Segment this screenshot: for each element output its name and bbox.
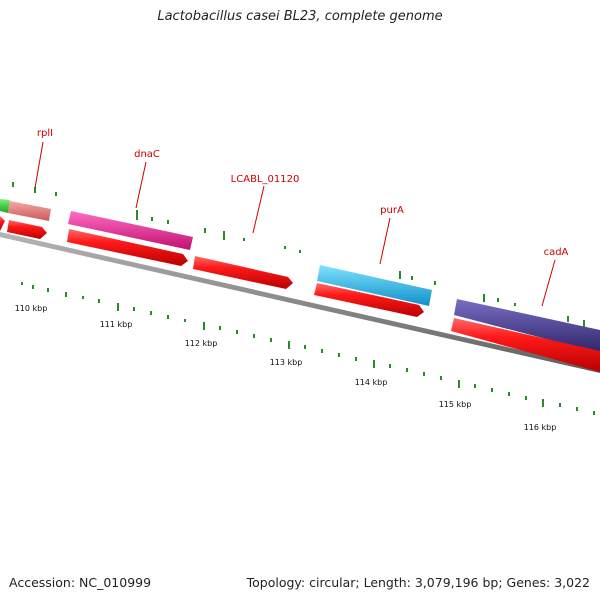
cds-arrow[interactable] bbox=[314, 283, 424, 317]
cds-arrow[interactable] bbox=[193, 256, 293, 289]
map-title: Lactobacillus casei BL23, complete genom… bbox=[157, 9, 443, 24]
gene-callout-lines bbox=[34, 141, 556, 307]
gene-label-dnaC: dnaC bbox=[134, 149, 160, 160]
gene-purA[interactable] bbox=[317, 265, 432, 306]
scale-label-114kbp: 114 kbp bbox=[355, 378, 388, 387]
cds-arrow[interactable] bbox=[0, 216, 5, 231]
gene-rplI[interactable] bbox=[8, 201, 51, 221]
gene-label-purA: purA bbox=[380, 205, 404, 216]
gene-cadA[interactable] bbox=[454, 299, 600, 353]
genome-backbone bbox=[0, 232, 600, 373]
scale-label-112kbp: 112 kbp bbox=[185, 339, 218, 348]
gene-label-rplI: rplI bbox=[37, 128, 53, 139]
scale-label-116kbp: 116 kbp bbox=[524, 423, 557, 432]
gene-label-LCABL-01120: LCABL_01120 bbox=[231, 174, 300, 185]
scale-label-113kbp: 113 kbp bbox=[270, 358, 303, 367]
scale-ticks-lower bbox=[21, 282, 595, 415]
cds-arrow[interactable] bbox=[451, 318, 600, 372]
scale-label-110kbp: 110 kbp bbox=[15, 304, 48, 313]
cds-arrow[interactable] bbox=[7, 220, 47, 239]
genome-summary-text: Topology: circular; Length: 3,079,196 bp… bbox=[246, 575, 590, 590]
cds-arrow[interactable] bbox=[67, 229, 188, 266]
accession-text: Accession: NC_010999 bbox=[9, 575, 152, 590]
scale-label-111kbp: 111 kbp bbox=[100, 320, 133, 329]
gene-label-cadA: cadA bbox=[544, 247, 569, 258]
gene-green[interactable] bbox=[0, 199, 10, 213]
scale-label-115kbp: 115 kbp bbox=[439, 400, 472, 409]
skew-ticks-upper bbox=[12, 182, 585, 328]
gene-dnaC[interactable] bbox=[68, 211, 193, 250]
